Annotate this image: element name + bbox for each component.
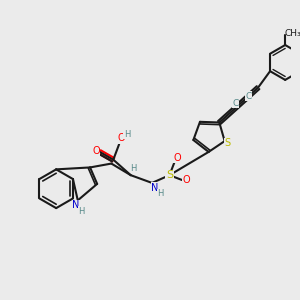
Text: O: O	[173, 153, 181, 163]
Text: H: H	[158, 189, 164, 198]
Text: S: S	[224, 138, 231, 148]
Text: CH₃: CH₃	[285, 29, 300, 38]
Text: S: S	[166, 170, 173, 180]
Text: C: C	[245, 92, 251, 101]
Text: H: H	[124, 130, 130, 139]
Text: O: O	[92, 146, 100, 156]
Text: N: N	[151, 183, 159, 193]
Text: O: O	[182, 175, 190, 185]
Text: H: H	[130, 164, 137, 173]
Text: C: C	[233, 99, 239, 108]
Text: H: H	[79, 206, 85, 215]
Text: O: O	[117, 134, 125, 143]
Text: N: N	[72, 200, 80, 210]
